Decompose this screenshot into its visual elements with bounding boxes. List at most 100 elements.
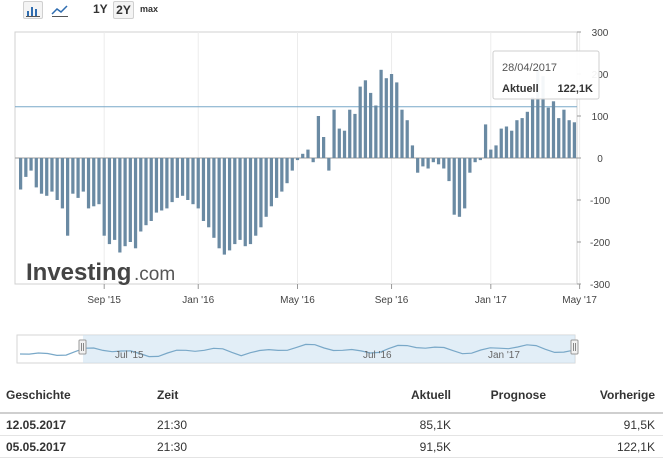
bar — [546, 107, 550, 158]
header-prognose: Prognose — [490, 388, 546, 402]
navigator-series-line — [19, 343, 574, 358]
y-tick-label: 100 — [592, 112, 609, 123]
bar — [207, 158, 211, 228]
bar — [243, 158, 247, 247]
navigator-label: Jul '16 — [363, 350, 392, 361]
navigator-label: Jan '17 — [488, 350, 520, 361]
bar-chart-toggle[interactable] — [23, 1, 43, 19]
bar — [551, 101, 556, 158]
tooltip-label: Aktuell — [502, 83, 539, 95]
bar — [562, 109, 566, 158]
bar — [186, 158, 190, 200]
bar — [567, 120, 571, 158]
bar — [337, 128, 341, 158]
cell-time: 21:30 — [157, 418, 188, 432]
tooltip-value: 122,1K — [558, 83, 594, 95]
bar — [426, 158, 430, 169]
bar — [55, 158, 59, 200]
bar — [494, 145, 498, 158]
bar-chart: 300 200 100 0 -100 -200 -300 Sep '15 Jan '16 May… — [14, 28, 610, 306]
navigator-left-handle[interactable] — [78, 339, 87, 355]
bar — [447, 158, 451, 182]
bar — [395, 82, 399, 158]
cell-previous: 122,1K — [616, 440, 655, 454]
bar — [97, 158, 101, 205]
bar — [483, 124, 488, 158]
bar — [66, 158, 70, 236]
bar — [39, 158, 44, 194]
bar — [410, 145, 415, 158]
bar — [541, 76, 545, 158]
bar — [24, 158, 28, 177]
line-chart-toggle[interactable] — [50, 2, 70, 18]
bar — [457, 158, 462, 217]
range-1y-button[interactable]: 1Y — [93, 2, 108, 16]
header-aktuell: Aktuell — [410, 388, 451, 402]
bar — [248, 158, 253, 245]
range-2y-label: 2Y — [116, 3, 131, 17]
x-tick-label: Sep '16 — [375, 295, 409, 306]
tooltip-date: 28/04/2017 — [502, 62, 557, 74]
header-geschichte: Geschichte — [6, 388, 71, 402]
bar — [81, 158, 85, 192]
range-navigator[interactable]: Jul '15 Jul '16 Jan '17 — [0, 330, 663, 370]
bar — [113, 158, 117, 240]
bar — [342, 130, 347, 158]
tooltip: 28/04/2017 Aktuell 122,1K — [492, 50, 600, 100]
bar — [389, 74, 394, 158]
bar — [238, 158, 242, 240]
bar — [473, 158, 477, 163]
cell-actual: 85,1K — [419, 418, 451, 432]
bar — [269, 158, 273, 207]
bar — [536, 67, 540, 158]
bar — [285, 158, 289, 184]
bar — [196, 158, 200, 209]
bar — [468, 158, 472, 173]
bar — [133, 158, 138, 249]
bar — [504, 126, 509, 158]
cell-time: 21:30 — [157, 440, 188, 454]
bar — [102, 158, 106, 236]
bar — [118, 158, 122, 253]
bar — [316, 116, 321, 158]
bar — [311, 158, 315, 163]
x-tick-label: May '16 — [280, 295, 315, 306]
bar — [259, 158, 263, 228]
bar — [510, 130, 514, 158]
cell-date: 05.05.2017 — [6, 440, 67, 454]
line-chart-icon — [51, 5, 68, 17]
bar — [217, 158, 221, 249]
bar — [107, 158, 112, 245]
bar — [421, 158, 425, 167]
bar — [60, 158, 65, 209]
bar — [322, 137, 326, 158]
bar — [400, 109, 404, 158]
bar — [233, 158, 237, 245]
bar — [227, 158, 232, 251]
bar — [384, 78, 388, 158]
bar — [160, 158, 164, 211]
bar-series — [18, 67, 577, 255]
bar — [18, 158, 23, 190]
bar-chart-icon — [26, 7, 40, 17]
bar — [280, 158, 284, 192]
bar — [76, 158, 80, 198]
table-row: 05.05.2017 21:30 91,5K 122,1K — [0, 436, 663, 458]
table-row: 12.05.2017 21:30 85,1K 91,5K — [0, 414, 663, 436]
range-max-button[interactable]: max — [140, 4, 159, 14]
bar — [295, 158, 300, 161]
bar — [201, 158, 206, 221]
bar — [572, 122, 577, 158]
bar — [175, 158, 179, 198]
bar — [165, 158, 169, 209]
bar — [128, 158, 132, 242]
range-2y-button[interactable]: 2Y — [113, 1, 134, 19]
x-tick-label: Jan '16 — [182, 295, 214, 306]
navigator-right-handle[interactable] — [570, 339, 579, 355]
bar — [154, 158, 159, 213]
navigator-label: Jul '15 — [115, 350, 144, 361]
y-tick-label: -300 — [590, 280, 610, 291]
bar — [436, 158, 441, 165]
bar — [222, 158, 226, 255]
bar — [374, 105, 378, 158]
